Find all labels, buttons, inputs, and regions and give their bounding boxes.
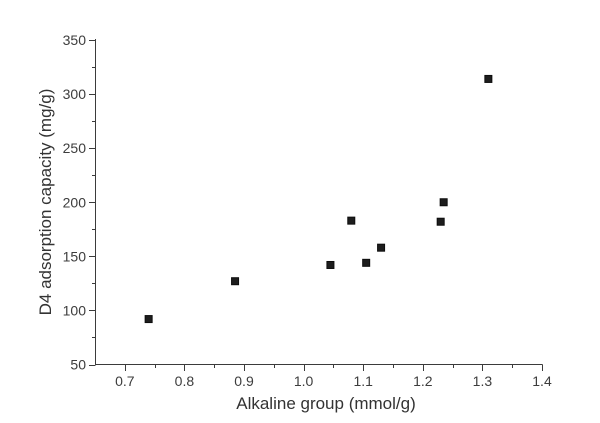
y-tick-label: 150 [63,248,87,264]
y-tick-label: 200 [63,194,87,210]
tick-labels-layer: 0.7 0.8 0.9 1.0 1.1 1.2 1.3 1.4 50 100 150 200 250 30… [63,32,552,389]
y-tick-label: 350 [63,32,87,48]
x-axis-title: Alkaline group (mmol/g) [236,394,416,413]
y-tick-label: 250 [63,140,87,156]
data-point [347,216,356,225]
x-tick-label: 1.1 [353,373,373,389]
x-tick-label: 1.4 [532,373,552,389]
data-point [231,277,240,286]
data-points-layer [144,74,493,324]
y-axis-title: D4 adsorption capacity (mg/g) [36,89,55,316]
y-tick-label: 50 [70,357,86,373]
x-tick-label: 1.0 [294,373,314,389]
data-point [326,260,335,269]
data-point [439,198,448,207]
x-tick-label: 1.3 [473,373,493,389]
x-tick-label: 1.2 [413,373,433,389]
data-point [144,315,153,324]
data-point [436,217,445,226]
x-tick-label: 0.8 [175,373,195,389]
y-tick-label: 300 [63,86,87,102]
x-tick-label: 0.7 [115,373,135,389]
x-tick-label: 0.9 [234,373,254,389]
data-point [362,258,371,267]
data-point [484,74,493,83]
y-tick-label: 100 [63,302,87,318]
ticks-layer [89,40,543,371]
data-point [377,243,386,252]
axes-layer [95,39,543,365]
